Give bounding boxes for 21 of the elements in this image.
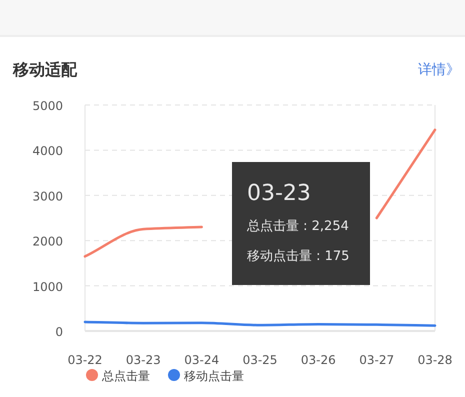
annotation: 移动点击量 : 175 bbox=[247, 249, 350, 264]
y-tick-label: 4000 bbox=[32, 144, 63, 158]
chart-title: 移动适配 bbox=[12, 60, 78, 79]
x-tick-label: 03-23 bbox=[126, 353, 161, 367]
annotation: 03-23 bbox=[247, 181, 311, 206]
y-tick-label: 2000 bbox=[32, 234, 63, 249]
y-tick-label: 1000 bbox=[32, 280, 63, 294]
legend-label: 移动点击量 bbox=[184, 369, 244, 383]
legend-label: 总点击量 bbox=[101, 369, 150, 383]
text: 详情》 bbox=[418, 62, 460, 78]
annotation: 总点击量 : 2,254 bbox=[246, 219, 349, 234]
x-tick-label: 03-22 bbox=[68, 353, 102, 367]
y-tick-label: 3000 bbox=[32, 189, 63, 204]
y-tick-label: 0 bbox=[55, 325, 63, 339]
x-tick-label: 03-25 bbox=[242, 353, 278, 367]
x-tick-label: 03-28 bbox=[418, 353, 452, 367]
x-tick-label: 03-26 bbox=[300, 353, 336, 367]
y-tick-label: 5000 bbox=[32, 99, 63, 113]
x-tick-label: 03-27 bbox=[359, 353, 394, 367]
tooltip: 03-23 总点击量 : 2,254 移动点击量 : 175 bbox=[232, 162, 370, 285]
x-tick-label: 03-24 bbox=[184, 353, 220, 367]
